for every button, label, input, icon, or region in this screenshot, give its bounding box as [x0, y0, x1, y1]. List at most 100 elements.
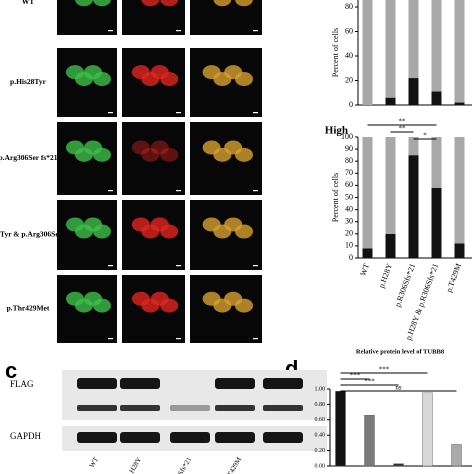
y-tick-label: 0.80 [315, 402, 326, 408]
band [263, 405, 303, 411]
band [120, 405, 160, 411]
bar-segment [431, 187, 442, 258]
y-tick-label: 80 [345, 2, 353, 11]
x-tick-label: p.R306Sfs*21 [393, 262, 417, 308]
bar-segment [431, 91, 442, 105]
y-tick-label: 80 [345, 156, 353, 165]
cell [150, 140, 169, 155]
y-tick-label: 0.40 [315, 433, 326, 439]
bar-segment [454, 0, 465, 103]
band [170, 432, 210, 443]
row-label: WT [22, 0, 35, 6]
lane-label: p.T429M [223, 455, 243, 474]
y-axis-label: Percent of cells [331, 28, 340, 77]
band-label: GAPDH [10, 431, 42, 441]
lane-label: p.H28Y [125, 456, 143, 474]
cell [160, 72, 179, 87]
y-tick-label: 60 [345, 26, 353, 35]
bar [335, 391, 346, 467]
y-tick-label: 0 [349, 253, 353, 262]
band [120, 432, 160, 443]
scale-bar [253, 265, 258, 267]
bar-segment [454, 102, 465, 105]
y-tick-label: 50 [345, 192, 353, 201]
bar [393, 463, 404, 467]
y-tick-label: 0.00 [315, 463, 326, 469]
y-tick-label: 10 [345, 241, 353, 250]
bar-segment [385, 137, 396, 234]
bar-segment [385, 97, 396, 105]
y-tick-label: 30 [345, 217, 353, 226]
bar-segment [362, 0, 373, 105]
scale-bar [253, 30, 258, 32]
significance-label: * [423, 132, 427, 140]
band [120, 378, 160, 389]
y-tick-label: 100 [341, 132, 353, 141]
bar-segment [362, 248, 373, 258]
micrograph [190, 0, 262, 35]
band [170, 405, 210, 411]
cell [93, 147, 111, 162]
cell [93, 224, 111, 239]
bar [364, 414, 375, 467]
significance-label: ** [399, 125, 407, 133]
bar-segment [408, 0, 419, 79]
row-label: p.Thr429Met [7, 304, 50, 313]
cell [160, 0, 179, 7]
scale-bar [253, 338, 258, 340]
band [77, 405, 117, 411]
band [263, 378, 303, 389]
scale-bar [176, 30, 181, 32]
y-tick-label: 1.00 [315, 386, 326, 392]
scale-bar [108, 112, 113, 114]
x-tick-label: WT [358, 262, 371, 277]
scale-bar [108, 190, 113, 192]
scale-bar [253, 112, 258, 114]
cell [93, 72, 111, 87]
bar-segment [408, 137, 419, 156]
y-axis-label: Percent of cells [331, 173, 340, 222]
y-tick-label: 0.20 [315, 448, 326, 454]
bar-segment [454, 137, 465, 244]
scale-bar [176, 338, 181, 340]
bar [422, 392, 433, 467]
cell [160, 224, 179, 239]
cell [160, 147, 179, 162]
chart-title: High [325, 125, 348, 137]
cell [160, 298, 179, 313]
cell [213, 0, 232, 7]
cell [235, 0, 253, 7]
bar-segment [385, 233, 396, 258]
band [215, 378, 255, 389]
y-tick-label: 90 [345, 144, 353, 153]
micrograph [122, 122, 185, 195]
row-label: p.His28Tyr [10, 77, 47, 86]
bar-segment [431, 0, 442, 92]
cell [141, 147, 160, 162]
significance-label: *** [379, 366, 390, 374]
scale-bar [176, 112, 181, 114]
bar-segment [454, 243, 465, 258]
significance-label: *** [364, 378, 375, 386]
scale-bar [108, 338, 113, 340]
scale-bar [253, 190, 258, 192]
bar-segment [431, 137, 442, 188]
bar-segment [385, 0, 396, 98]
cell [235, 298, 253, 313]
band [77, 378, 117, 389]
band-label: FLAG [10, 379, 34, 389]
y-tick-label: 40 [345, 204, 353, 213]
cell [93, 298, 111, 313]
scale-bar [176, 190, 181, 192]
band [263, 432, 303, 443]
bar-segment [408, 78, 419, 105]
cell [141, 0, 160, 7]
bar-segment [362, 137, 373, 249]
y-tick-label: 60 [345, 180, 353, 189]
significance-label: ** [399, 118, 407, 126]
y-tick-label: 0 [349, 100, 353, 109]
cell [235, 147, 253, 162]
bar-segment [408, 155, 419, 258]
